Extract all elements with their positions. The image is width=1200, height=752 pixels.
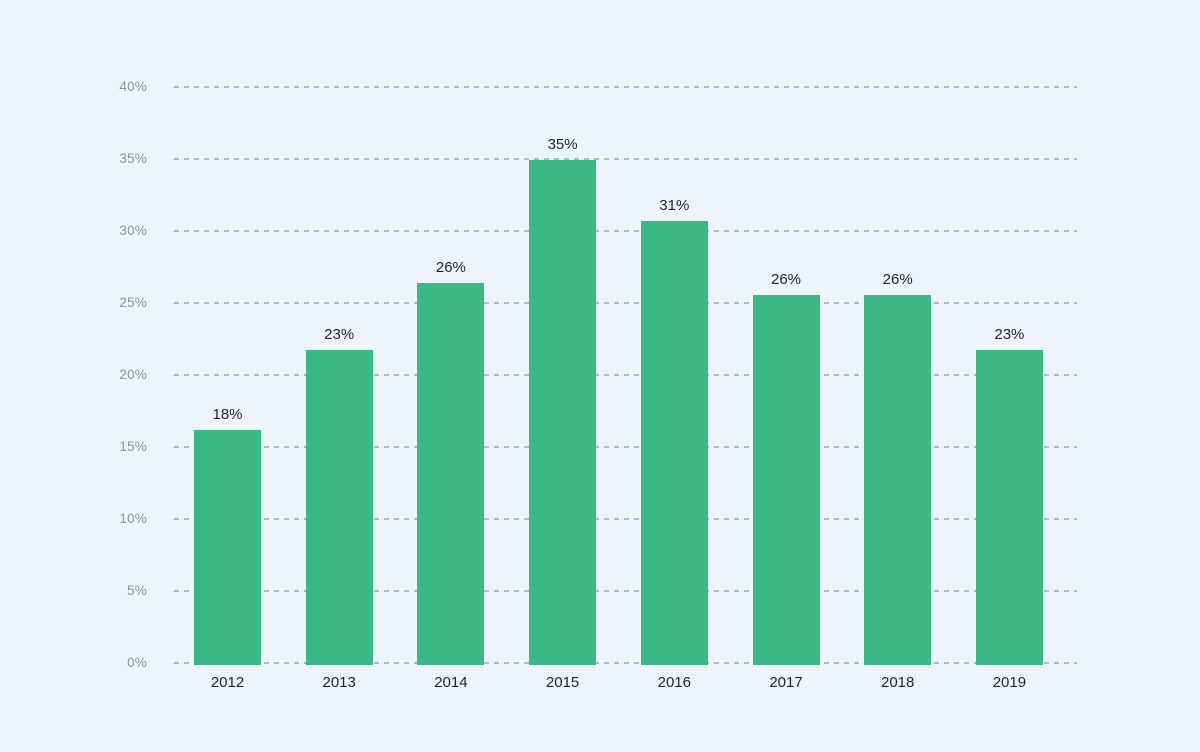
gridline-35%: [174, 158, 1077, 160]
gridline-0%: [174, 662, 1077, 664]
gridline-15%: [174, 446, 1077, 448]
bar-value-label-2015: 35%: [547, 136, 578, 153]
x-axis-label-2015: 2015: [545, 674, 580, 691]
bar-value-label-2013: 23%: [324, 326, 355, 343]
y-axis-tick-label: 30%: [119, 223, 147, 238]
bar-value-label-2014: 26%: [435, 259, 466, 276]
bar-value-label-2017: 26%: [770, 271, 802, 288]
y-axis-tick-label: 0%: [127, 655, 147, 670]
gridline-5%: [174, 590, 1077, 592]
x-axis-label-2018: 2018: [881, 674, 915, 691]
y-axis-tick-label: 25%: [119, 295, 147, 310]
y-axis-tick-label: 10%: [119, 511, 147, 526]
bar-2017[interactable]: [752, 295, 820, 665]
y-axis-tick-label: 20%: [119, 367, 147, 382]
x-axis-label-2017: 2017: [769, 674, 803, 691]
bar-value-label-2012: 18%: [212, 406, 243, 423]
bar-2012[interactable]: [194, 430, 261, 665]
bar-2014[interactable]: [417, 283, 485, 665]
x-axis-label-2014: 2014: [434, 674, 468, 691]
gridline-40%: [174, 86, 1077, 88]
x-axis-label-2016: 2016: [657, 674, 691, 691]
bar-2016[interactable]: [640, 221, 708, 665]
gridline-10%: [174, 518, 1077, 520]
bar-2018[interactable]: [864, 295, 932, 665]
bar-value-label-2018: 26%: [882, 271, 913, 288]
bar-value-label-2016: 31%: [659, 197, 690, 214]
x-axis-label-2019: 2019: [992, 674, 1027, 691]
y-axis-tick-label: 5%: [127, 583, 147, 598]
y-axis-tick-label: 15%: [119, 439, 147, 454]
y-axis-tick-label: 35%: [119, 151, 147, 166]
bar-value-label-2019: 23%: [994, 326, 1025, 343]
bar-2015[interactable]: [529, 160, 597, 665]
gridline-30%: [174, 230, 1077, 232]
x-axis-label-2012: 2012: [210, 674, 245, 691]
gridline-20%: [174, 374, 1077, 376]
x-axis-label-2013: 2013: [322, 674, 356, 691]
gridline-25%: [174, 302, 1077, 304]
bar-2019[interactable]: [975, 350, 1043, 665]
y-axis-tick-label: 40%: [119, 79, 147, 94]
bar-2013[interactable]: [305, 350, 373, 665]
